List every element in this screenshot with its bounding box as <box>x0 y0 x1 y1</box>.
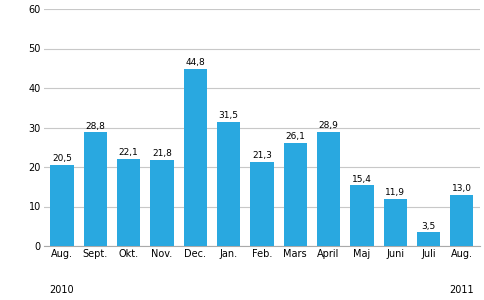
Text: 31,5: 31,5 <box>218 111 238 120</box>
Text: 28,8: 28,8 <box>85 122 105 131</box>
Bar <box>283 143 306 246</box>
Bar <box>250 162 273 246</box>
Bar <box>150 160 173 246</box>
Text: 21,3: 21,3 <box>252 151 271 160</box>
Text: 13,0: 13,0 <box>451 184 471 193</box>
Bar <box>183 69 207 246</box>
Bar <box>117 159 140 246</box>
Bar <box>316 132 339 246</box>
Text: 44,8: 44,8 <box>185 58 205 68</box>
Bar <box>50 165 74 246</box>
Text: 15,4: 15,4 <box>351 175 371 184</box>
Text: 2011: 2011 <box>449 285 473 295</box>
Text: 3,5: 3,5 <box>421 222 435 231</box>
Text: 11,9: 11,9 <box>384 188 404 197</box>
Bar <box>216 122 240 246</box>
Text: 22,1: 22,1 <box>119 148 138 157</box>
Bar <box>349 185 373 246</box>
Text: 20,5: 20,5 <box>52 154 72 164</box>
Bar <box>416 232 439 246</box>
Bar <box>83 132 107 246</box>
Text: 2010: 2010 <box>49 285 74 295</box>
Text: 26,1: 26,1 <box>285 132 304 141</box>
Bar <box>449 195 472 246</box>
Text: 21,8: 21,8 <box>151 149 171 158</box>
Bar <box>383 199 406 246</box>
Text: 28,9: 28,9 <box>318 121 338 130</box>
